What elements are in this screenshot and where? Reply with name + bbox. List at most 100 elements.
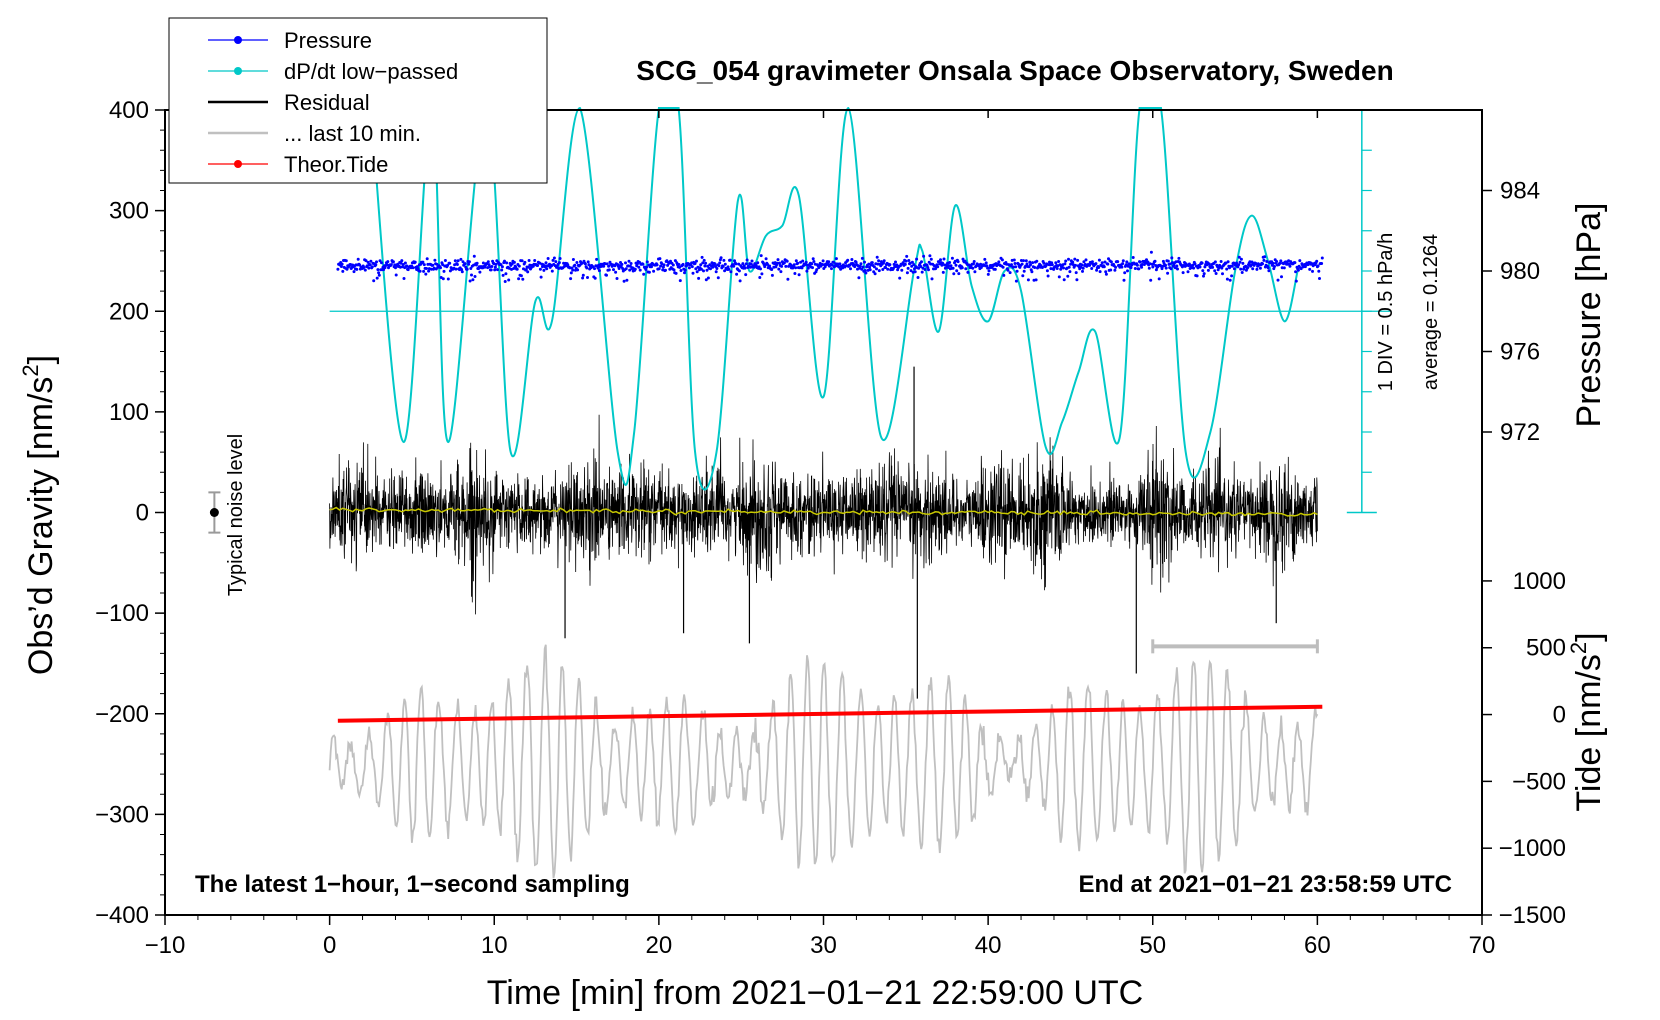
pressure-point	[607, 268, 611, 272]
pressure-point	[905, 254, 909, 258]
pressure-point	[704, 261, 708, 265]
pressure-point	[1240, 271, 1244, 274]
pressure-point	[1219, 260, 1223, 263]
pressure-point	[827, 260, 831, 264]
pressure-point	[1265, 260, 1269, 263]
pressure-point	[1235, 261, 1238, 265]
pressure-point	[939, 258, 942, 262]
pressure-point	[1095, 268, 1099, 272]
pressure-point	[463, 262, 467, 266]
pressure-point	[723, 269, 727, 273]
pressure-point	[533, 259, 537, 262]
pressure-point	[1082, 260, 1086, 264]
pressure-point	[1271, 261, 1275, 265]
pressure-point	[1226, 260, 1230, 264]
pressure-point	[714, 270, 718, 274]
pressure-point	[782, 261, 786, 265]
pressure-point	[650, 265, 653, 269]
pressure-point	[439, 266, 442, 270]
pressure-tick-label: 984	[1500, 178, 1540, 205]
pressure-point	[694, 267, 698, 271]
pressure-point	[671, 263, 675, 267]
pressure-point	[930, 277, 934, 281]
pressure-point	[657, 267, 661, 271]
pressure-point	[706, 276, 710, 280]
pressure-point	[481, 261, 485, 265]
pressure-point	[641, 262, 645, 266]
pressure-point	[1040, 266, 1044, 269]
pressure-point	[693, 262, 697, 265]
pressure-point	[1149, 250, 1153, 254]
pressure-point	[674, 271, 678, 275]
pressure-point	[1299, 267, 1303, 271]
pressure-point	[683, 268, 687, 272]
tide-tick-label: −1500	[1499, 902, 1566, 929]
pressure-point	[596, 266, 600, 270]
pressure-point	[446, 277, 450, 281]
pressure-point	[1239, 257, 1243, 261]
pressure-point	[797, 273, 801, 277]
x-tick-label: 50	[1139, 932, 1166, 959]
pressure-point	[402, 277, 406, 280]
pressure-point	[716, 276, 720, 280]
legend-swatch-dot	[234, 160, 242, 168]
pressure-point	[936, 265, 940, 269]
x-tick-label: 60	[1304, 932, 1331, 959]
pressure-point	[593, 276, 597, 280]
pressure-point	[1055, 267, 1059, 270]
noise-level-label: Typical noise level	[225, 434, 247, 596]
pressure-point	[1012, 258, 1016, 262]
pressure-point	[1013, 262, 1017, 265]
pressure-point	[1225, 267, 1229, 271]
pressure-point	[595, 257, 599, 261]
pressure-point	[1280, 275, 1283, 279]
pressure-point	[1116, 260, 1120, 264]
pressure-point	[368, 263, 372, 267]
pressure-point	[941, 270, 945, 274]
pressure-point	[1206, 268, 1210, 272]
pressure-point	[1063, 262, 1067, 266]
pressure-point	[638, 268, 642, 272]
pressure-point	[966, 270, 970, 274]
pressure-point	[1320, 262, 1324, 265]
pressure-point	[997, 260, 1001, 264]
pressure-point	[571, 258, 575, 261]
pressure-point	[1246, 266, 1250, 269]
pressure-point	[678, 279, 682, 283]
pressure-point	[1273, 265, 1276, 268]
pressure-point	[406, 268, 410, 272]
pressure-point	[913, 267, 916, 271]
pressure-point	[701, 261, 705, 265]
pressure-point	[1207, 262, 1211, 266]
last-10-min-bar	[1151, 639, 1319, 654]
pressure-point	[469, 267, 473, 270]
pressure-point	[672, 268, 676, 272]
x-axis-title: Time [min] from 2021−01−21 22:59:00 UTC	[487, 974, 1143, 1012]
pressure-point	[801, 259, 805, 263]
pressure-point	[927, 268, 930, 272]
pressure-point	[695, 270, 699, 274]
pressure-point	[906, 266, 910, 270]
pressure-point	[876, 262, 880, 266]
pressure-point	[1029, 263, 1032, 267]
pressure-point	[718, 261, 722, 265]
pressure-point	[811, 266, 814, 270]
tide-line	[337, 704, 1323, 723]
pressure-point	[1028, 260, 1032, 264]
pressure-point	[721, 264, 725, 268]
pressure-point	[804, 260, 808, 264]
pressure-point	[1068, 270, 1072, 274]
pressure-point	[1067, 265, 1071, 269]
pressure-point	[666, 263, 670, 267]
pressure-point	[552, 256, 556, 260]
pressure-point	[683, 271, 686, 275]
pressure-point	[744, 262, 748, 266]
pressure-tick-label: 980	[1500, 258, 1540, 285]
pressure-point	[901, 261, 905, 265]
pressure-point	[768, 264, 772, 268]
pressure-point	[727, 267, 731, 271]
pressure-point	[605, 273, 608, 277]
y-tick-label: −300	[95, 801, 149, 828]
pressure-point	[1261, 262, 1264, 266]
pressure-point	[1154, 268, 1158, 272]
